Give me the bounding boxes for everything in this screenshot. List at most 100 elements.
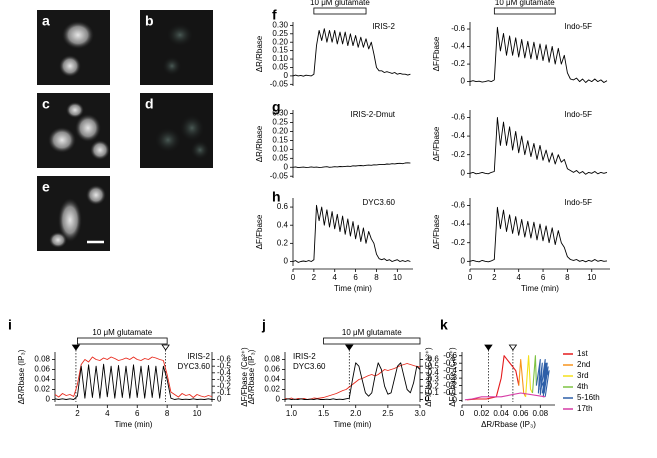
y-tick-label: 0.04 — [34, 375, 50, 384]
x-tick-label: 2 — [312, 273, 317, 282]
image-b: b — [140, 10, 213, 85]
y-axis-label: ΔF/Fbase (Ca²⁺) — [424, 347, 433, 407]
y2-axis-label: ΔF/Fbase (Ca²⁺) — [240, 347, 249, 407]
series-label: DYC3.60 — [293, 362, 326, 371]
stimulus-label: 10 μM glutamate — [342, 328, 402, 337]
x-tick-label: 0 — [460, 409, 465, 418]
y-axis-label: ΔF/Fbase — [432, 126, 441, 161]
marker-arrow — [345, 344, 354, 351]
series-label: DYC3.60 — [178, 362, 211, 371]
y-tick-label: 0.2 — [277, 238, 289, 247]
y2-tick-label: -0.5 — [217, 361, 231, 370]
series-label: Indo-5F — [564, 110, 592, 119]
series-line — [535, 358, 550, 398]
x-axis-label: ΔR/Rbase (IP₃) — [481, 420, 536, 429]
x-tick-label: 2 — [492, 273, 497, 282]
legend-label: 5-16th — [577, 393, 600, 402]
panel-letter: f — [272, 7, 277, 23]
y-tick-label: 0 — [453, 396, 458, 405]
x-tick-label: 6 — [135, 409, 140, 418]
x-tick-label: 8 — [565, 273, 570, 282]
y-tick-label: -0.6 — [443, 351, 457, 360]
y-tick-label: 0.25 — [272, 29, 288, 38]
marker-arrow — [508, 344, 518, 351]
y-tick-label: -0.5 — [443, 358, 457, 367]
image-label: a — [42, 13, 50, 29]
y-tick-label: 0 — [461, 77, 466, 86]
series-line — [469, 26, 608, 83]
x-tick-label: 4 — [105, 409, 110, 418]
y-tick-label: 0.30 — [272, 20, 288, 29]
panel-letter: j — [261, 317, 266, 333]
y-tick-label: -0.2 — [443, 381, 457, 390]
image-c: c — [37, 93, 110, 168]
x-tick-label: 1.0 — [286, 409, 298, 418]
panel-letter: h — [272, 189, 281, 205]
y-tick-label: 0.06 — [264, 365, 280, 374]
series-label: IRIS-2 — [372, 22, 395, 31]
y-tick-label: -0.2 — [451, 150, 465, 159]
series-line — [518, 358, 527, 398]
y-tick-label: 0.20 — [272, 37, 288, 46]
y2-tick-label: -0.2 — [217, 381, 231, 390]
y-tick-label: 0.6 — [277, 202, 289, 211]
marker-arrow — [484, 344, 493, 351]
y-axis-label: ΔF/Fbase — [432, 214, 441, 249]
y-axis-label: ΔR/Rbase (IP₃) — [247, 349, 256, 404]
legend-label: 4th — [577, 382, 588, 391]
y-tick-label: 0 — [284, 162, 289, 171]
stimulus-label: 10 μM glutamate — [310, 0, 370, 7]
x-tick-label: 4 — [333, 273, 338, 282]
y-tick-label: 0 — [276, 395, 281, 404]
image-d: d — [140, 93, 213, 168]
y-tick-label: 0.05 — [272, 63, 288, 72]
series-label: IRIS-2 — [293, 352, 316, 361]
y2-tick-label: 0 — [425, 395, 430, 404]
y-tick-label: 0.04 — [264, 375, 280, 384]
y2-tick-label: -0.6 — [217, 355, 231, 364]
y-axis-label: ΔR/Rbase — [255, 125, 264, 162]
y-tick-label: -0.05 — [270, 79, 289, 88]
y-tick-label: 0.08 — [264, 355, 280, 364]
y-tick-label: 0.06 — [34, 365, 50, 374]
series-line — [525, 355, 533, 397]
series-label: DYC3.60 — [363, 198, 396, 207]
y-tick-label: 0.25 — [272, 118, 288, 127]
stimulus-bar — [77, 337, 168, 345]
x-axis-label: Time (min) — [334, 420, 372, 429]
series-line — [464, 392, 546, 401]
x-tick-label: 0 — [468, 273, 473, 282]
y-tick-label: 0 — [46, 395, 51, 404]
y-tick-label: 0.10 — [272, 54, 288, 63]
y-tick-label: -0.05 — [270, 171, 289, 180]
y2-tick-label: -0.2 — [425, 381, 439, 390]
y-tick-label: -0.6 — [451, 24, 465, 33]
x-tick-label: 0 — [291, 273, 296, 282]
y-axis-label: ΔF/Fbase — [255, 214, 264, 249]
image-label: d — [145, 96, 154, 112]
x-axis-label: Time (min) — [521, 284, 559, 293]
y2-tick-label: -0.1 — [217, 388, 231, 397]
series-line — [469, 206, 608, 263]
y-tick-label: -0.4 — [451, 131, 465, 140]
y-tick-label: 0 — [461, 168, 466, 177]
series-line — [284, 362, 421, 400]
x-tick-label: 1.5 — [318, 409, 330, 418]
image-label: c — [42, 96, 50, 112]
x-tick-label: 4 — [516, 273, 521, 282]
y2-tick-label: -0.4 — [425, 368, 439, 377]
y2-tick-label: -0.6 — [425, 355, 439, 364]
y-tick-label: 0.02 — [34, 385, 50, 394]
y2-tick-label: -0.3 — [217, 375, 231, 384]
panel-letter: k — [440, 317, 448, 333]
y-tick-label: 0.4 — [277, 220, 289, 229]
series-label: Indo-5F — [564, 22, 592, 31]
y-tick-label: 0.15 — [272, 46, 288, 55]
y2-tick-label: -0.4 — [217, 368, 231, 377]
stimulus-bar — [323, 337, 421, 345]
x-axis-label: Time (min) — [115, 420, 153, 429]
y-tick-label: 0.30 — [272, 109, 288, 118]
y-axis-label: ΔR/Rbase — [255, 35, 264, 72]
x-tick-label: 8 — [165, 409, 170, 418]
y2-tick-label: -0.1 — [425, 388, 439, 397]
